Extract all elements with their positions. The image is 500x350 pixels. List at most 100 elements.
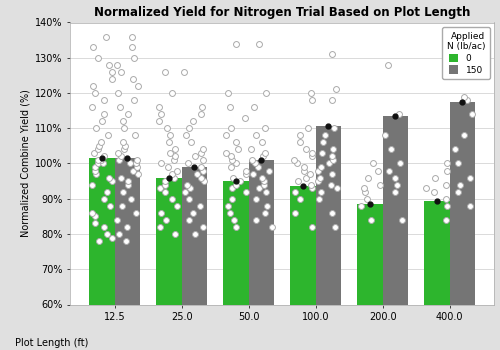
Point (91, 168, 99, 173)
Point (188, 210, 196, 216)
Point (117, 69, 125, 75)
Point (302, 175, 310, 180)
Point (116, 231, 124, 237)
Point (224, 203, 232, 209)
Point (296, 140, 304, 145)
Point (466, 175, 474, 180)
Point (460, 133, 468, 138)
Point (155, 104, 163, 110)
Point (105, 175, 113, 180)
Point (124, 178, 132, 184)
Point (186, 186, 194, 191)
Point (134, 171, 141, 177)
Point (318, 150, 326, 156)
Point (168, 171, 176, 177)
Point (302, 147, 310, 152)
Point (392, 175, 400, 180)
Point (333, 186, 341, 191)
Point (422, 186, 430, 191)
Point (260, 154, 268, 159)
Point (98, 161, 106, 166)
Point (114, 157, 122, 163)
Point (376, 182, 384, 188)
Point (113, 62, 121, 68)
Point (130, 133, 138, 138)
Point (90, 44, 98, 50)
Point (103, 231, 111, 237)
Point (392, 189, 400, 195)
Point (226, 104, 234, 110)
Point (264, 168, 272, 173)
Point (166, 133, 173, 138)
Point (171, 147, 179, 152)
Point (118, 203, 126, 209)
Point (161, 69, 169, 75)
Point (128, 44, 136, 50)
Point (442, 196, 450, 202)
Point (114, 217, 122, 223)
Bar (248, 160, 274, 304)
Point (94, 55, 102, 61)
Point (96, 238, 104, 244)
Point (442, 182, 450, 188)
Point (168, 90, 176, 96)
Point (166, 150, 174, 156)
Point (92, 125, 100, 131)
Point (118, 118, 126, 124)
Point (357, 203, 365, 209)
Point (232, 182, 240, 188)
Point (252, 133, 260, 138)
Point (90, 214, 98, 219)
Point (156, 224, 164, 230)
Point (232, 224, 240, 230)
Point (121, 143, 129, 149)
Point (174, 168, 182, 173)
Point (164, 164, 172, 170)
Point (197, 150, 205, 156)
Point (430, 189, 438, 195)
Point (156, 186, 164, 191)
Point (189, 118, 197, 124)
Point (290, 157, 298, 163)
Point (328, 51, 336, 57)
Point (308, 150, 316, 156)
Title: Normalized Yield for Nitrogen Trial Based on Plot Length: Normalized Yield for Nitrogen Trial Base… (94, 6, 470, 19)
Point (396, 161, 404, 166)
Point (294, 178, 302, 184)
Point (234, 147, 242, 152)
Point (328, 171, 336, 177)
Point (194, 171, 202, 177)
Point (258, 140, 266, 145)
Point (130, 168, 138, 173)
Point (133, 164, 141, 170)
Point (157, 161, 165, 166)
Point (254, 164, 262, 170)
Point (296, 196, 304, 202)
Point (161, 182, 169, 188)
Point (250, 161, 258, 166)
Point (248, 171, 256, 177)
Point (120, 189, 128, 195)
Point (162, 217, 170, 223)
Point (108, 178, 116, 184)
Bar (316, 126, 341, 304)
Point (468, 111, 476, 117)
Point (330, 224, 338, 230)
Point (227, 125, 235, 131)
Point (162, 189, 170, 195)
Point (316, 175, 324, 180)
Point (241, 115, 249, 120)
Point (224, 90, 232, 96)
Point (294, 161, 302, 166)
Point (94, 147, 102, 152)
Point (262, 189, 270, 195)
Point (229, 175, 237, 180)
Point (222, 150, 230, 156)
Point (88, 83, 96, 89)
Point (116, 175, 124, 180)
Point (117, 154, 125, 159)
Point (132, 157, 140, 163)
Point (432, 175, 440, 180)
Point (255, 41, 263, 47)
Point (186, 140, 194, 145)
